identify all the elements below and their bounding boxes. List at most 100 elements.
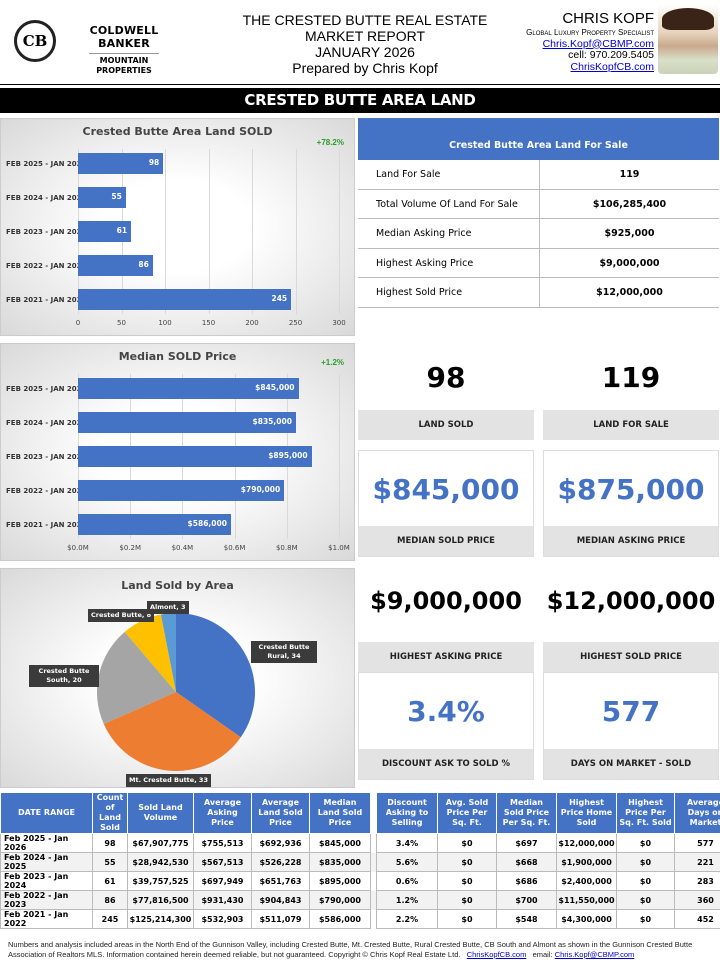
table-cell: $0 — [437, 852, 497, 872]
column-gap — [370, 909, 377, 929]
kpi-tile: 119 LAND FOR SALE — [543, 343, 719, 440]
gridline — [339, 149, 340, 314]
title-line: Prepared by Chris Kopf — [292, 60, 438, 76]
for-sale-value: $9,000,000 — [599, 257, 660, 269]
for-sale-row: Total Volume Of Land For Sale $106,285,40… — [358, 189, 719, 219]
kpi-value: 3.4% — [407, 695, 485, 728]
for-sale-label: Total Volume Of Land For Sale — [358, 189, 540, 218]
bar-data-label: 98 — [148, 158, 160, 167]
table-cell: $651,763 — [251, 871, 310, 891]
column-gap — [370, 792, 377, 834]
kpi-value: 119 — [601, 361, 661, 394]
bar: $835,000 — [78, 412, 296, 433]
category-label: FEB 2025 - JAN 2026 — [6, 385, 87, 393]
gridline — [295, 149, 297, 314]
x-tick-label: 300 — [332, 319, 346, 327]
bar: $895,000 — [78, 446, 312, 467]
x-tick-label: 250 — [288, 319, 303, 327]
kpi-value: 98 — [426, 361, 466, 394]
table-cell: $586,000 — [309, 909, 371, 929]
for-sale-row: Highest Asking Price $9,000,000 — [358, 248, 719, 278]
bar: $586,000 — [78, 514, 231, 535]
agent-cell: cell: 970.209.5405 — [568, 49, 654, 61]
kpi-label: LAND FOR SALE — [543, 410, 719, 440]
for-sale-label: Highest Asking Price — [358, 248, 540, 277]
table-row: Feb 2023 - Jan 2024 61 $39,757,525 $697,949… — [0, 871, 720, 891]
pie-data-label: Crested Butte, 8 — [88, 609, 155, 622]
category-label: FEB 2021 - JAN 2022 — [6, 296, 87, 304]
agent-email-link[interactable]: Chris.Kopf@CBMP.com — [542, 37, 654, 50]
title-line: JANUARY 2026 — [315, 44, 415, 60]
footer-website-link[interactable]: ChrisKopfCB.com — [466, 950, 527, 959]
kpi-tile: 577 DAYS ON MARKET - SOLD — [543, 672, 719, 780]
footer-email-link[interactable]: Chris.Kopf@CBMP.com — [554, 950, 635, 959]
table-cell: 98 — [92, 833, 128, 853]
table-cell: Feb 2023 - Jan 2024 — [0, 871, 93, 891]
kpi-value: $12,000,000 — [546, 587, 716, 615]
pie-slice — [96, 631, 176, 724]
chart-change: +78.2% — [316, 138, 344, 147]
agent-website-link[interactable]: ChrisKopfCB.com — [570, 60, 654, 73]
table-cell: $2,400,000 — [556, 871, 617, 891]
for-sale-label: Land For Sale — [358, 160, 540, 189]
table-cell: $692,936 — [251, 833, 310, 853]
x-tick-label: 100 — [158, 319, 172, 327]
table-cell: $931,430 — [193, 890, 252, 910]
column-header: Average Asking Price — [193, 792, 252, 834]
table-cell: $845,000 — [309, 833, 371, 853]
table-cell: 2.2% — [376, 909, 438, 929]
kpi-label: LAND SOLD — [358, 410, 534, 440]
x-tick-label: 50 — [117, 319, 126, 327]
table-cell: $0 — [437, 890, 497, 910]
gridline — [208, 149, 210, 314]
land-sold-by-area-chart: Land Sold by Area Crested Butte Rural, 3… — [0, 568, 355, 788]
table-cell: 221 — [674, 852, 720, 872]
chart-change: +1.2% — [321, 358, 344, 367]
for-sale-row: Median Asking Price $925,000 — [358, 219, 719, 249]
table-row: Feb 2021 - Jan 2022 245 $125,214,300 $532,9… — [0, 909, 720, 929]
column-gap — [370, 890, 377, 910]
kpi-tile: 98 LAND SOLD — [358, 343, 534, 440]
agent-name: CHRIS KOPF — [562, 10, 654, 27]
table-cell: Feb 2024 - Jan 2025 — [0, 852, 93, 872]
bar-data-label: 55 — [111, 192, 122, 201]
column-header: Discount Asking to Selling — [376, 792, 438, 834]
table-cell: 86 — [92, 890, 128, 910]
category-label: FEB 2024 - JAN 2025 — [6, 194, 87, 202]
column-gap — [370, 871, 377, 891]
table-cell: $755,513 — [193, 833, 252, 853]
footer: Numbers and analysis included areas in t… — [8, 940, 713, 960]
column-header: Sold Land Volume — [127, 792, 194, 834]
column-gap — [370, 852, 377, 872]
bar-data-label: $586,000 — [187, 519, 227, 528]
bar: 245 — [78, 289, 292, 310]
pie-data-label: Crested Butte Rural, 34 — [251, 641, 317, 663]
pie-slice — [124, 614, 176, 692]
bar-data-label: $845,000 — [255, 383, 295, 392]
kpi-tile: $9,000,000 HIGHEST ASKING PRICE — [358, 567, 534, 672]
table-cell: $1,900,000 — [556, 852, 617, 872]
table-cell: $0 — [437, 871, 497, 891]
kpi-label: MEDIAN ASKING PRICE — [544, 526, 718, 556]
table-cell: 0.6% — [376, 871, 438, 891]
brand-sub1: MOUNTAIN — [89, 53, 159, 66]
kpi-label: HIGHEST ASKING PRICE — [358, 642, 534, 672]
table-row: Feb 2025 - Jan 2026 98 $67,907,775 $755,513… — [0, 833, 720, 853]
category-label: FEB 2022 - JAN 2023 — [6, 487, 87, 495]
brand: COLDWELL BANKER MOUNTAIN PROPERTIES — [64, 24, 184, 76]
column-header: Highest Price Home Sold — [556, 792, 617, 834]
bar: $790,000 — [78, 480, 285, 501]
for-sale-label: Highest Sold Price — [358, 278, 540, 307]
for-sale-value: $12,000,000 — [596, 287, 663, 298]
for-sale-label: Median Asking Price — [358, 219, 540, 248]
pie-data-label: Almont, 3 — [147, 601, 189, 614]
bar: 98 — [78, 153, 164, 174]
gridline — [339, 374, 340, 539]
footer-text: Numbers and analysis included areas in t… — [8, 940, 693, 959]
report-title: THE CRESTED BUTTE REAL ESTATE MARKET REP… — [215, 12, 515, 76]
bar: 55 — [78, 187, 126, 208]
category-label: FEB 2021 - JAN 2022 — [6, 521, 87, 529]
chart-title: Median SOLD Price — [118, 350, 237, 363]
bar-data-label: 86 — [138, 260, 149, 269]
kpi-label: MEDIAN SOLD PRICE — [359, 526, 533, 556]
